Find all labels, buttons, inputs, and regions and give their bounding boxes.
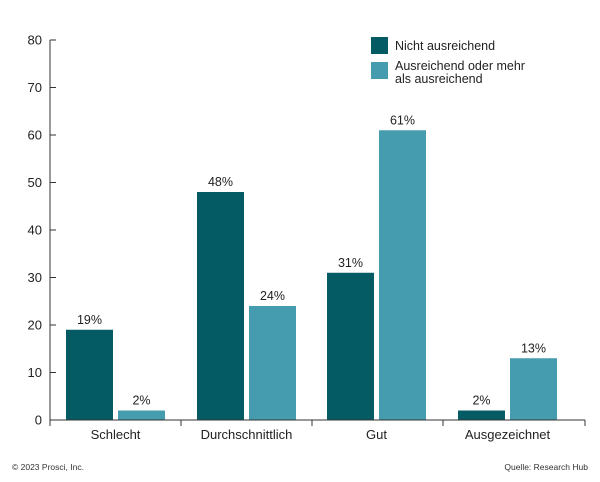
legend-swatch (371, 37, 388, 54)
x-tick-label: Durchschnittlich (201, 427, 293, 442)
x-tick-label: Ausgezeichnet (465, 427, 551, 442)
y-tick-label: 70 (28, 80, 42, 95)
bar (510, 358, 557, 420)
y-tick-label: 10 (28, 365, 42, 380)
data-label: 48% (208, 175, 233, 189)
data-label: 13% (521, 341, 546, 355)
bar (118, 410, 165, 420)
y-tick-label: 40 (28, 223, 42, 238)
source-text: Quelle: Research Hub (504, 462, 588, 472)
bar (249, 306, 296, 420)
data-label: 19% (77, 313, 102, 327)
copyright-text: © 2023 Prosci, Inc. (12, 462, 84, 472)
bar (197, 192, 244, 420)
x-tick-label: Schlecht (91, 427, 141, 442)
data-label: 2% (132, 394, 150, 408)
y-tick-label: 30 (28, 270, 42, 285)
legend-label-line: Ausreichend oder mehr (395, 59, 525, 73)
y-tick-label: 80 (28, 33, 42, 48)
bars-group: 19% 2% 48% 24% 31% 61% 2% 13% (66, 113, 557, 420)
data-label: 24% (260, 289, 285, 303)
legend-swatch (371, 62, 388, 79)
legend-label: Ausreichend oder mehr als ausreichend (395, 59, 525, 86)
bar (458, 410, 505, 420)
bar (66, 329, 113, 420)
y-tick-label: 0 (35, 413, 42, 428)
bar (379, 130, 426, 420)
y-tick-label: 50 (28, 175, 42, 190)
legend-label: Nicht ausreichend (395, 39, 495, 53)
y-axis: 0 10 20 30 40 50 60 70 80 (28, 33, 56, 428)
x-axis: Schlecht Durchschnittlich Gut Ausgezeichnet (49, 419, 586, 442)
bar (327, 272, 374, 420)
x-tick-label: Gut (366, 427, 387, 442)
y-tick-label: 20 (28, 318, 42, 333)
legend: Nicht ausreichend Ausreichend oder mehr al… (371, 37, 525, 86)
data-label: 2% (472, 394, 490, 408)
data-label: 61% (390, 113, 415, 127)
data-label: 31% (338, 256, 363, 270)
legend-label-line: als ausreichend (395, 72, 483, 86)
y-tick-label: 60 (28, 128, 42, 143)
